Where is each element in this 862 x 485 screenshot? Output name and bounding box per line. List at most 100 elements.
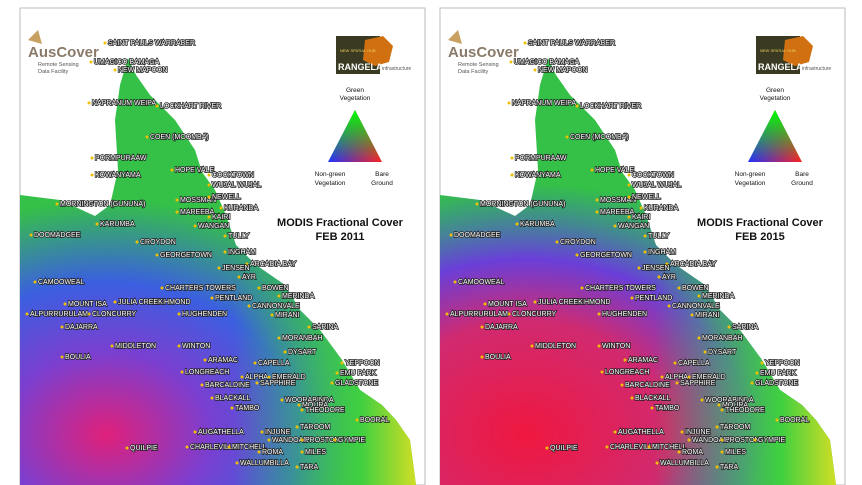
- town-dot: [545, 446, 549, 450]
- town-dot: [277, 294, 281, 298]
- town-label: JULIA CREEK: [538, 299, 583, 306]
- town-dot: [613, 430, 617, 434]
- town-dot: [627, 215, 631, 219]
- town-dot: [90, 173, 94, 177]
- town-label: SAPPHIRE: [680, 380, 716, 387]
- town-label: BARCALDINE: [205, 382, 250, 389]
- town-dot: [620, 383, 624, 387]
- town-dot: [627, 183, 631, 187]
- town-label: AYR: [242, 274, 256, 281]
- logo-name: AusCover: [448, 44, 519, 61]
- town-label: PROSTON: [725, 437, 760, 444]
- town-dot: [630, 296, 634, 300]
- town-dot: [335, 371, 339, 375]
- town-dot: [775, 418, 779, 422]
- town-dot: [300, 408, 304, 412]
- town-dot: [185, 445, 189, 449]
- panel-date: FEB 2011: [316, 231, 365, 243]
- town-dot: [219, 206, 223, 210]
- town-label: JENSEN: [642, 265, 670, 272]
- town-label: COEN (MOOMBA): [570, 134, 629, 141]
- town-dot: [515, 222, 519, 226]
- town-label: THEODORE: [725, 407, 765, 414]
- town-label: CHARTERS TOWERS: [165, 285, 236, 292]
- town-dot: [590, 168, 594, 172]
- town-label: EMU PARK: [760, 370, 796, 377]
- town-label: CAPELLA: [678, 360, 710, 367]
- town-dot: [155, 253, 159, 257]
- town-dot: [555, 240, 559, 244]
- town-dot: [210, 396, 214, 400]
- town-dot: [507, 312, 511, 316]
- town-dot: [700, 398, 704, 402]
- town-dot: [627, 195, 631, 199]
- town-dot: [630, 396, 634, 400]
- town-label: KARUMBA: [100, 221, 135, 228]
- town-label: BOULIA: [65, 354, 91, 361]
- town-dot: [160, 286, 164, 290]
- town-label: DAJARRA: [65, 324, 98, 331]
- town-dot: [90, 156, 94, 160]
- town-dot: [247, 304, 251, 308]
- town-dot: [677, 450, 681, 454]
- town-label: BOULIA: [485, 354, 511, 361]
- town-dot: [203, 358, 207, 362]
- town-label: BOORAL: [780, 417, 809, 424]
- town-dot: [267, 375, 271, 379]
- legend-triangle-green: [748, 110, 802, 162]
- town-label: CANNONVALE: [252, 303, 300, 310]
- town-dot: [255, 381, 259, 385]
- town-dot: [307, 325, 311, 329]
- town-label: MAREEBA: [180, 209, 215, 216]
- town-dot: [267, 438, 271, 442]
- legend-label: Green: [346, 87, 364, 94]
- town-label: CROYDON: [140, 239, 176, 246]
- town-dot: [755, 371, 759, 375]
- town-label: INGHAM: [228, 249, 256, 256]
- town-label: WANGAN: [618, 223, 649, 230]
- town-label: PENTLAND: [635, 295, 672, 302]
- town-dot: [217, 266, 221, 270]
- town-label: INJUNE: [685, 429, 711, 436]
- town-label: YEPPOON: [345, 360, 380, 367]
- town-dot: [227, 445, 231, 449]
- town-label: GEORGETOWN: [580, 252, 632, 259]
- town-label: PENTLAND: [215, 295, 252, 302]
- badge-name: RANGELAND: [338, 62, 396, 72]
- town-dot: [720, 438, 724, 442]
- town-label: WINTON: [602, 343, 630, 350]
- town-label: EMERALD: [272, 374, 306, 381]
- town-label: BOWEN: [682, 285, 708, 292]
- town-dot: [280, 398, 284, 402]
- legend-label: Ground: [791, 180, 813, 187]
- town-dot: [660, 375, 664, 379]
- town-dot: [639, 206, 643, 210]
- town-label: DAJARRA: [485, 324, 518, 331]
- town-dot: [113, 300, 117, 304]
- town-dot: [295, 465, 299, 469]
- town-dot: [95, 222, 99, 226]
- town-dot: [193, 430, 197, 434]
- town-label: MOSSMAN: [600, 197, 636, 204]
- town-label: TAROOM: [720, 424, 750, 431]
- town-label: WUJAL WUJAL: [212, 182, 261, 189]
- town-dot: [623, 358, 627, 362]
- town-dot: [207, 195, 211, 199]
- town-dot: [627, 173, 631, 177]
- town-dot: [600, 370, 604, 374]
- badge-top: NEW SPATIAL HUB: [340, 48, 376, 53]
- town-dot: [575, 104, 579, 108]
- logo-line: Data Facility: [458, 69, 489, 75]
- town-dot: [667, 304, 671, 308]
- town-label: PORMPURAAW: [95, 155, 147, 162]
- town-dot: [260, 430, 264, 434]
- town-label: HOPE VALE: [595, 167, 634, 174]
- town-dot: [207, 183, 211, 187]
- town-label: JENSEN: [222, 265, 250, 272]
- town-label: CANNONVALE: [672, 303, 720, 310]
- legend-label: Vegetation: [760, 95, 791, 102]
- town-dot: [565, 135, 569, 139]
- town-dot: [483, 302, 487, 306]
- town-dot: [177, 312, 181, 316]
- legend-label: Non-green: [315, 171, 346, 178]
